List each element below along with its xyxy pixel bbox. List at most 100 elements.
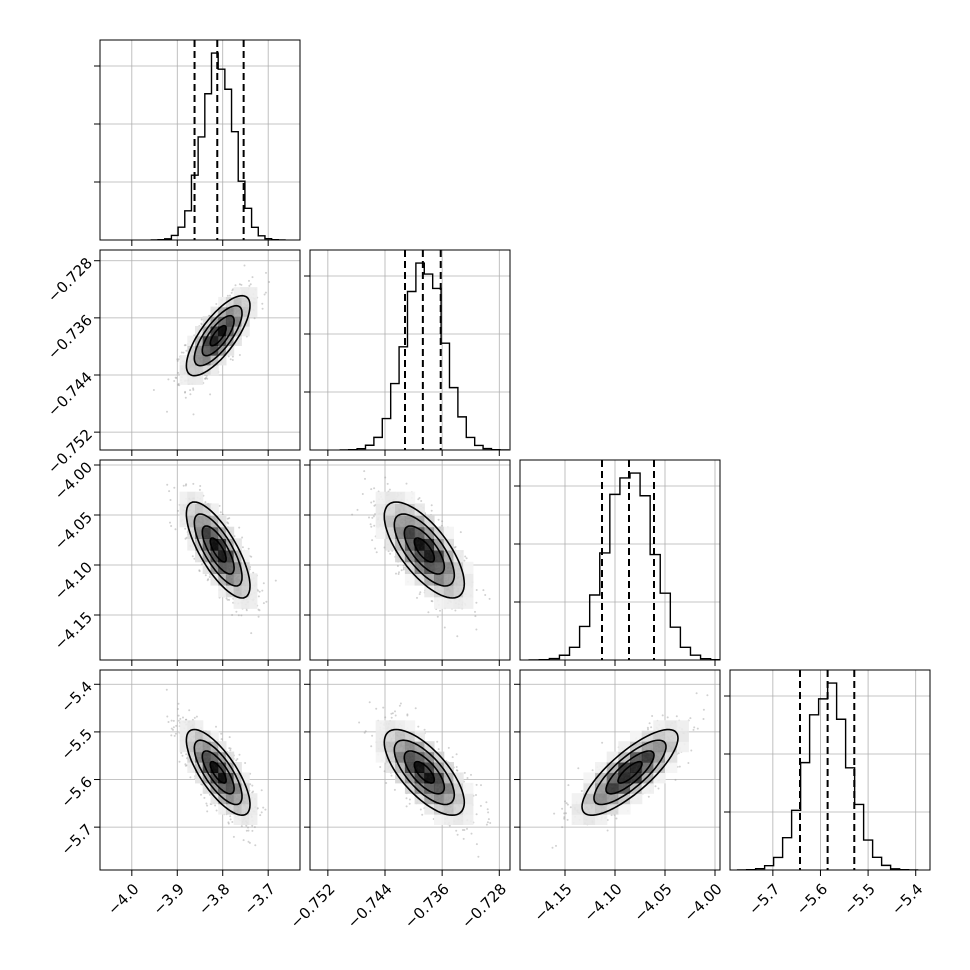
scatter-point	[209, 393, 212, 396]
scatter-point	[185, 483, 188, 486]
scatter-point	[398, 571, 400, 574]
density-cell	[218, 355, 227, 366]
density-cell	[233, 316, 242, 327]
density-cell	[404, 561, 416, 574]
scatter-point	[440, 524, 443, 527]
scatter-point	[238, 354, 241, 356]
scatter-point	[258, 590, 261, 593]
density-cells-2-1	[375, 491, 474, 609]
density-cell	[195, 374, 204, 385]
contour-1-0-3	[185, 294, 251, 377]
density-cell	[210, 345, 219, 356]
scatter-point	[402, 564, 405, 567]
scatter-point	[264, 291, 267, 294]
density-cell	[443, 585, 454, 598]
density-cell	[210, 355, 219, 366]
density-cell	[404, 526, 416, 539]
scatter-point	[206, 377, 209, 380]
scatter-point	[214, 804, 217, 807]
scatter-point	[180, 351, 183, 354]
scatter-point	[257, 595, 260, 598]
density-cell	[414, 538, 425, 551]
scatter-point	[375, 551, 378, 554]
scatter-point	[185, 349, 188, 352]
scatter-point	[430, 600, 433, 602]
scatter-point	[386, 482, 389, 485]
scatter-point	[474, 610, 476, 613]
scatter-point	[384, 476, 387, 479]
density-cell	[443, 526, 454, 539]
scatter-point	[247, 547, 250, 550]
panel-frame	[99, 459, 301, 661]
scatter-point	[170, 734, 173, 737]
density-cell	[249, 287, 258, 298]
scatter-point	[231, 289, 234, 292]
scatter-point	[242, 839, 245, 842]
density-cell	[187, 491, 196, 504]
density-cell	[404, 550, 416, 563]
density-cell	[225, 538, 235, 551]
scatter-point	[241, 546, 244, 549]
scatter-point	[356, 508, 359, 511]
panel-1-1	[304, 249, 511, 456]
scatter-point	[176, 359, 179, 362]
density-cell	[241, 573, 250, 586]
scatter-point	[166, 483, 169, 486]
scatter-point	[235, 610, 238, 613]
scatter-point	[173, 380, 176, 382]
scatter-point	[170, 525, 173, 527]
scatter-point	[240, 614, 243, 617]
density-cell	[395, 515, 406, 528]
scatter-point	[226, 517, 229, 520]
scatter-point	[420, 500, 423, 502]
scatter-point	[204, 377, 207, 380]
scatter-point	[201, 563, 203, 566]
scatter-point	[189, 389, 192, 392]
scatter-point	[200, 783, 203, 786]
scatter-point	[370, 488, 373, 491]
scatter-point	[268, 281, 271, 283]
density-cell	[414, 526, 425, 539]
density-cell	[202, 515, 211, 528]
scatter-point	[228, 736, 231, 739]
density-cell	[404, 538, 416, 551]
scatter-point	[238, 283, 241, 286]
contour-2-0-3	[185, 501, 251, 599]
density-cell	[233, 306, 242, 317]
scatter-point	[184, 344, 187, 347]
scatter-point	[183, 344, 186, 347]
scatter-point	[454, 609, 457, 612]
density-cell	[187, 538, 196, 551]
density-cell	[249, 596, 258, 609]
density-cell	[385, 503, 396, 516]
density-cell	[218, 573, 227, 586]
scatter-point	[459, 531, 462, 534]
density-cell	[195, 364, 204, 376]
scatter-point	[220, 738, 223, 741]
scatter-point	[218, 504, 221, 507]
density-cell	[424, 585, 435, 598]
contour-1-0-2	[193, 304, 243, 367]
density-cell	[375, 491, 386, 504]
scatter-point	[238, 526, 241, 529]
density-cell	[233, 287, 242, 298]
scatter-point	[257, 608, 260, 611]
density-cell	[218, 585, 227, 598]
scatter-point	[250, 632, 253, 635]
scatter-point	[397, 573, 400, 575]
density-cell	[210, 364, 219, 376]
scatter-point	[200, 323, 203, 326]
density-cell	[463, 585, 474, 598]
scatter-point	[207, 578, 210, 581]
density-cell	[385, 538, 396, 551]
panel-frame	[519, 459, 721, 661]
scatter-point	[389, 552, 392, 555]
scatter-point	[182, 484, 185, 487]
density-cell	[453, 596, 464, 609]
scatter-point	[198, 569, 201, 572]
panel-2-1	[304, 459, 511, 666]
density-cell	[385, 491, 396, 504]
density-cell	[187, 345, 196, 356]
density-cell	[434, 573, 445, 586]
density-cell	[453, 550, 464, 563]
